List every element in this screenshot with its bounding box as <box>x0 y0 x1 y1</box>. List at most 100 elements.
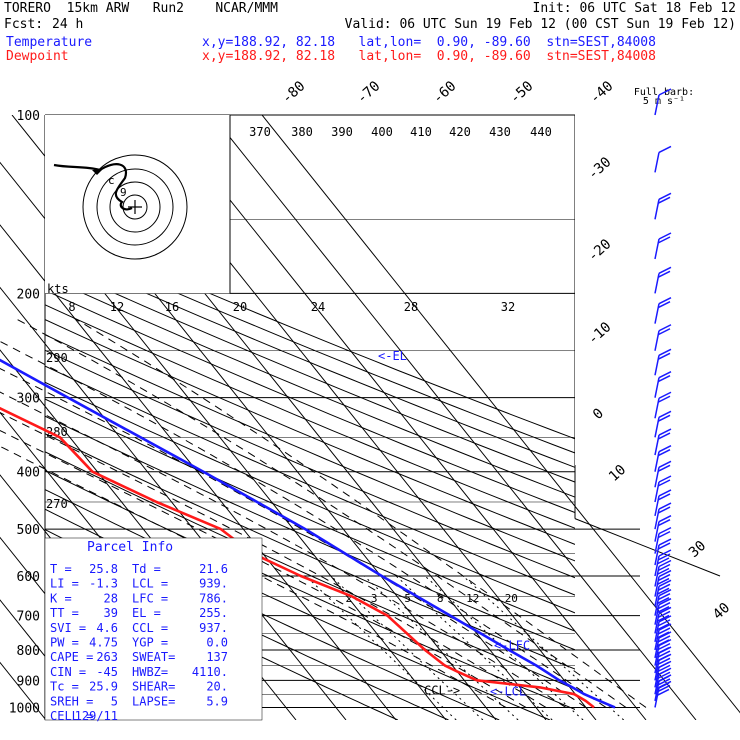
parcel-info-key: CELL = <box>50 709 93 723</box>
isotherm-line <box>211 115 697 720</box>
isotherm-right-label: 40 <box>710 600 733 623</box>
dewpoint-location: x,y=188.92, 82.18 lat,lon= 0.90, -89.60 … <box>202 49 656 64</box>
parcel-info-key: CAPE = <box>50 650 93 664</box>
mixing-ratio-label: 3 <box>371 592 378 605</box>
parcel-info-key: SVI = <box>50 621 86 635</box>
wind-barb-flag <box>657 518 671 527</box>
parcel-info-key: PW = <box>50 636 79 650</box>
full-barb-unit: 5 m s⁻¹ <box>643 96 685 107</box>
wind-barb-flag <box>657 678 671 686</box>
wind-barb-flag <box>658 589 672 597</box>
parcel-info-value: 263 <box>96 650 118 664</box>
wind-barbs <box>654 88 672 708</box>
dry-adiabat-line <box>45 234 575 454</box>
wind-barb-flag <box>658 514 672 523</box>
wind-barb-flag <box>658 428 672 436</box>
wind-barb-flag <box>657 479 671 487</box>
isotherm-line <box>0 224 397 720</box>
temperature-location: x,y=188.92, 82.18 lat,lon= 0.90, -89.60 … <box>202 35 656 50</box>
wind-barb-flag <box>657 196 671 204</box>
wind-barb-flag <box>657 432 671 440</box>
wind-barb-flag <box>658 660 672 669</box>
parcel-info-key: Tc = <box>50 680 79 694</box>
parcel-info-value: 39 <box>104 606 118 620</box>
parcel-info-value: 939. <box>199 577 228 591</box>
wind-barb-shaft <box>654 94 660 116</box>
mixing-ratio-label: 12 <box>466 592 479 605</box>
wind-barb-flag <box>657 553 671 561</box>
wind-axis-label: kts <box>47 282 69 296</box>
isotherm-line <box>161 115 647 720</box>
wind-barb-flag <box>656 597 670 605</box>
wind-barb-flag <box>657 602 671 610</box>
moist-adiabat-line <box>0 445 507 708</box>
dry-adiabat-line <box>45 451 575 690</box>
wind-barb-flag <box>658 598 672 606</box>
wind-barb-flag <box>658 192 672 200</box>
hodograph-cell-mark: c <box>108 174 115 187</box>
parcel-info-value: 937. <box>199 621 228 635</box>
wind-barb-flag <box>658 296 672 305</box>
wind-barb-flag <box>656 631 670 639</box>
isotherm-line <box>0 599 97 720</box>
wind-barb-flag <box>657 449 671 457</box>
mixing-ratio-line <box>462 575 625 720</box>
wind-scale-label: 8 <box>68 300 75 314</box>
wind-barb-flag <box>658 638 672 647</box>
wind-barb-flag <box>658 475 672 483</box>
dry-adiabat-line <box>45 365 575 596</box>
isotherm-top-label: -80 <box>279 78 309 107</box>
pressure-label: 200 <box>17 287 40 302</box>
mixing-ratio-label: 20 <box>505 592 518 605</box>
hodograph-trace <box>53 163 133 211</box>
wind-barb-flag <box>657 593 671 601</box>
theta-label: 440 <box>530 125 552 139</box>
dry-adiabat-line <box>45 261 575 483</box>
wind-barb-flag <box>658 324 672 332</box>
lfc-marker: <-LFC <box>494 638 530 652</box>
parcel-info-value: 4110. <box>192 665 228 679</box>
wind-barb-flag <box>657 563 671 572</box>
dewpoint-label: Dewpoint <box>6 49 69 64</box>
parcel-info-value: 5.9 <box>206 694 228 708</box>
ccl-marker: CCL-> <box>424 684 460 698</box>
dry-adiabats <box>45 221 575 720</box>
hodograph-ring <box>96 168 174 246</box>
isotherm-right-label: 30 <box>686 538 709 561</box>
parcel-info-value: 28 <box>104 591 118 605</box>
parcel-info-key: LCL = <box>132 577 168 591</box>
isotherm-top-label: -40 <box>587 78 617 107</box>
parcel-info-key: LFC = <box>132 591 168 605</box>
mixing-ratio-lines <box>305 575 625 720</box>
parcel-info-value: 25.9 <box>89 680 118 694</box>
wind-barb-flag <box>656 587 670 595</box>
wind-barb-flag <box>658 445 672 453</box>
header-fcst-value: 24 h <box>52 17 84 32</box>
parcel-info-value: 129/11 <box>75 709 118 723</box>
wind-barb-flag <box>657 627 671 635</box>
wind-barb-flag <box>657 635 671 643</box>
el-marker: <-EL <box>378 349 407 363</box>
mixing-ratio-line <box>395 575 553 720</box>
wind-barb-flag <box>658 266 672 275</box>
parcel-info-key: K = <box>50 591 72 605</box>
wind-barb-flag <box>657 530 671 539</box>
parcel-info-box: Parcel Info T = 25.8 Td = 21.6 LI = -1.3 LCL = 9… <box>44 537 263 723</box>
parcel-info-value: 137 <box>206 650 228 664</box>
parcel-info-title: Parcel Info <box>87 540 173 555</box>
wind-scale-label: 12 <box>110 300 124 314</box>
wind-barb-shaft <box>654 152 660 173</box>
wind-barb-flag <box>657 506 671 514</box>
wind-barb-flag <box>658 460 672 468</box>
parcel-info-value: 4.75 <box>89 636 118 650</box>
wind-barb-flag <box>656 557 670 565</box>
wind-barb-flag <box>657 542 671 550</box>
isotherm-top-label: -70 <box>354 78 384 107</box>
dry-adiabat-line <box>45 398 575 632</box>
wind-barb-flag <box>658 232 672 240</box>
dry-adiabat-line <box>45 289 575 514</box>
wind-barb-flag <box>658 623 672 631</box>
mixing-ratio-label: 5 <box>404 592 411 605</box>
pressure-label: 300 <box>17 392 40 407</box>
wind-barb-flag <box>658 410 672 419</box>
